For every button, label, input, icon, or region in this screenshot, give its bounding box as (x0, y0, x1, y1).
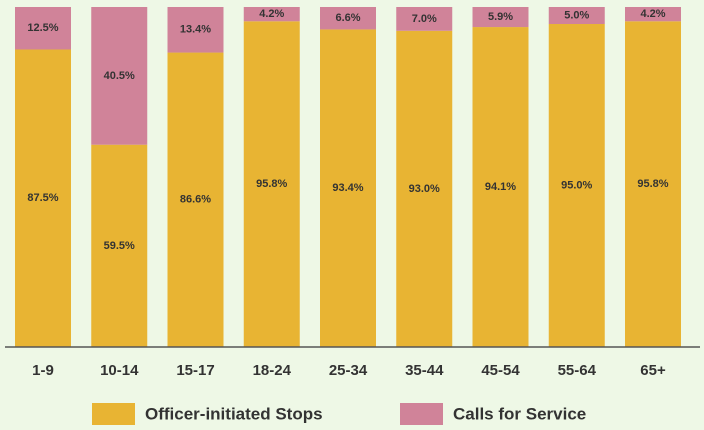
bar-segment (167, 7, 224, 53)
data-label: 4.2% (640, 8, 665, 20)
data-label: 40.5% (104, 70, 135, 82)
bar-segment (548, 7, 605, 24)
data-label: 59.5% (104, 240, 135, 252)
legend-label: Calls for Service (453, 404, 586, 423)
data-label: 95.8% (637, 178, 668, 190)
data-label: 13.4% (180, 24, 211, 36)
bar-segment (320, 7, 376, 30)
bar-segment (625, 7, 681, 22)
legend-label: Officer-initiated Stops (145, 404, 323, 423)
x-tick-label: 18-24 (253, 362, 292, 379)
x-tick-label: 1-9 (32, 362, 54, 379)
data-label: 12.5% (27, 22, 58, 34)
data-label: 93.4% (332, 182, 363, 194)
x-tick-label: 35-44 (405, 362, 444, 379)
legend-swatch (92, 403, 135, 425)
bar-segment (320, 29, 376, 347)
bar-segment (472, 27, 529, 348)
bar-segment (472, 7, 529, 28)
legend-swatch (400, 403, 443, 425)
bar-segment (396, 30, 453, 348)
data-label: 6.6% (335, 12, 360, 24)
bar-segment (243, 21, 300, 348)
x-tick-label: 55-64 (558, 362, 597, 379)
data-label: 94.1% (485, 181, 516, 193)
x-tick-label: 25-34 (329, 362, 368, 379)
data-label: 4.2% (259, 8, 284, 20)
data-label: 7.0% (412, 13, 437, 25)
data-label: 86.6% (180, 194, 211, 206)
x-tick-label: 10-14 (100, 362, 139, 379)
x-tick-label: 65+ (640, 362, 666, 379)
bar-segment (15, 7, 71, 50)
bar-segment (91, 144, 148, 347)
x-tick-label: 45-54 (481, 362, 520, 379)
x-tick-label: 15-17 (176, 362, 214, 379)
data-label: 95.8% (256, 178, 287, 190)
data-label: 5.9% (488, 11, 513, 23)
data-label: 5.0% (564, 9, 589, 21)
bar-segment (15, 49, 71, 347)
data-label: 93.0% (409, 183, 440, 195)
bar-segment (167, 52, 224, 348)
bar-segment (396, 7, 453, 31)
bar-segment (548, 24, 605, 347)
bar-segment (243, 7, 300, 22)
data-label: 87.5% (27, 192, 58, 204)
bar-segment (91, 7, 148, 145)
data-label: 95.0% (561, 179, 592, 191)
bar-segment (625, 21, 681, 348)
